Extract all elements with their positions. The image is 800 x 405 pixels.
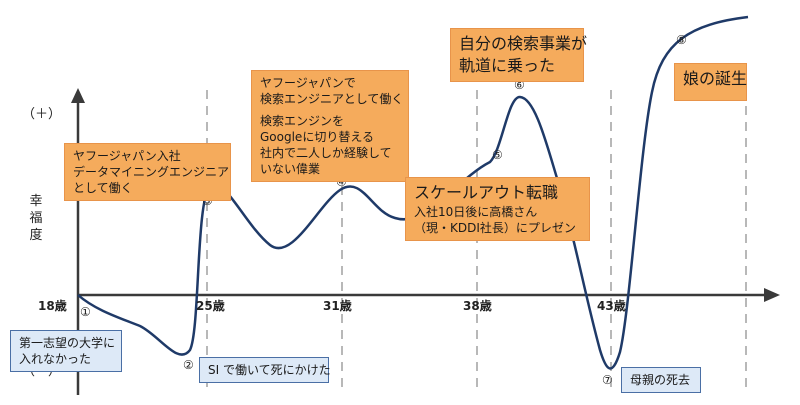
event-4-line-6: いない偉業 [260,162,321,176]
event-4-line-3: 検索エンジンを [260,114,345,128]
event-7-box: 母親の死去 [621,367,701,393]
event-4-line-1: ヤフージャパンで [260,76,356,90]
event-1-line-2: 入れなかった [19,352,92,366]
event-4-line-5: 社内で二人しか経験して [260,146,392,160]
happiness-curve [77,15,749,370]
happiness-axis-label: 幸 福 度 [29,194,43,243]
event-6-box: 自分の検索事業が 軌道に乗った [450,28,588,82]
event-1-line-1: 第一志望の大学に [19,336,116,350]
event-3-line-2: データマイニングエンジニア [73,165,230,179]
event-5-box: スケールアウト転職 入社10日後に高橋さん （現・KDDI社長）にプレゼン [405,177,590,241]
event-2-line-1: SI で働いて死にかけた [208,363,331,377]
event-4-line-4: Googleに切り替える [260,130,374,144]
marker-5: ⑤ [492,148,503,162]
event-7-line-1: 母親の死去 [630,373,691,387]
marker-1: ① [80,305,91,319]
age-label-25: 25歳 [196,299,225,313]
event-5-title: スケールアウト転職 [414,183,559,202]
event-8-line-1: 娘の誕生 [683,69,748,88]
event-4-line-2: 検索エンジニアとして働く [260,92,404,106]
plus-label: （＋） [22,107,62,122]
marker-6: ⑥ [514,78,525,92]
event-5-line-2: （現・KDDI社長）にプレゼン [414,221,576,235]
marker-7: ⑦ [602,373,613,387]
event-1-box: 第一志望の大学に 入れなかった [10,330,122,372]
x-axis-arrow [764,288,780,302]
event-2-box: SI で働いて死にかけた [199,357,331,383]
marker-2: ② [183,358,194,372]
event-3-line-1: ヤフージャパン入社 [73,149,181,163]
marker-8: ⑧ [676,33,687,47]
marker-3: ③ [202,194,213,208]
event-6-line-1: 自分の検索事業が [459,34,588,53]
event-4-box: ヤフージャパンで 検索エンジニアとして働く 検索エンジンを Googleに切り替… [251,70,409,182]
age-label-31: 31歳 [323,299,352,313]
age-label-38: 38歳 [463,299,492,313]
age-label-18: 18歳 [38,299,67,313]
marker-4: ④ [336,175,347,189]
event-3-line-3: として働く [73,181,133,195]
event-8-box: 娘の誕生 [674,63,747,101]
event-3-box: ヤフージャパン入社 データマイニングエンジニア として働く [64,143,231,201]
event-6-line-2: 軌道に乗った [459,56,556,75]
y-axis-arrow [71,88,85,103]
event-5-line-1: 入社10日後に高橋さん [414,205,538,219]
age-label-43: 43歳 [597,299,626,313]
